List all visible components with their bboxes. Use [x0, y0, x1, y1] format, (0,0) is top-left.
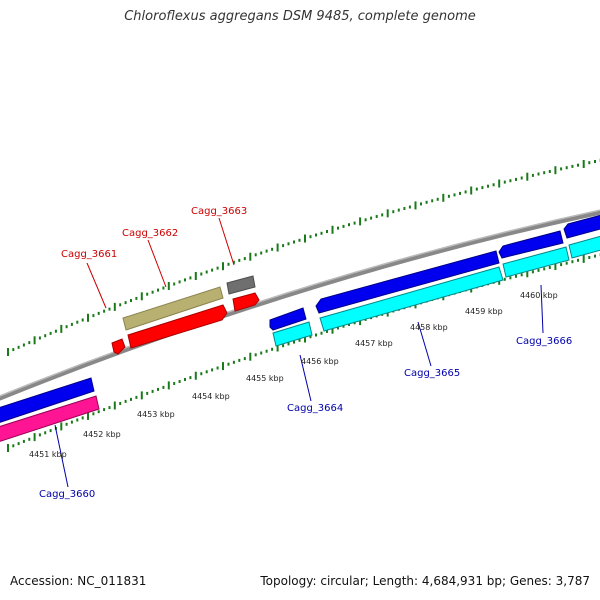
leader-Cagg_3664: [299, 354, 312, 402]
kbp-label-4452: 4452 kbp: [83, 430, 121, 439]
gene-Cagg_3662-feature[interactable]: [122, 286, 224, 331]
gene-next-blue[interactable]: [563, 214, 600, 239]
accession-label: Accession: NC_011831: [10, 574, 147, 588]
map-title: Chloroflexus aggregans DSM 9485, complet…: [124, 9, 476, 24]
gene-Cagg_3665-blue[interactable]: [315, 250, 500, 314]
leader-Cagg_3660: [54, 424, 69, 488]
gene-red-strand-1[interactable]: [111, 338, 126, 355]
gene-Cagg_3663-feature[interactable]: [226, 275, 256, 295]
gene-Cagg_3660-pink[interactable]: [0, 395, 100, 442]
gene-red-strand-2[interactable]: [127, 304, 228, 349]
leader-Cagg_3663: [218, 217, 235, 266]
kbp-label-4451: 4451 kbp: [29, 450, 67, 459]
kbp-label-4457: 4457 kbp: [355, 339, 393, 348]
gene-label-Cagg_3664[interactable]: Cagg_3664: [287, 403, 343, 414]
gene-next-cyan[interactable]: [568, 235, 600, 259]
gene-label-Cagg_3663[interactable]: Cagg_3663: [191, 206, 247, 217]
gene-Cagg_3664-blue[interactable]: [269, 307, 307, 331]
gene-label-Cagg_3660[interactable]: Cagg_3660: [39, 489, 95, 500]
leader-Cagg_3665: [417, 321, 432, 367]
tick-row-bottom: [7, 253, 600, 452]
kbp-label-4454: 4454 kbp: [192, 392, 230, 401]
gene-label-Cagg_3661[interactable]: Cagg_3661: [61, 249, 117, 260]
tick-row-top: [7, 158, 600, 356]
gene-red-strand-3[interactable]: [232, 292, 260, 312]
gene-label-Cagg_3665[interactable]: Cagg_3665: [404, 368, 460, 379]
gene-label-Cagg_3662[interactable]: Cagg_3662: [122, 228, 178, 239]
leader-Cagg_3661: [86, 262, 107, 309]
kbp-label-4460: 4460 kbp: [520, 291, 558, 300]
gene-Cagg_3666-blue[interactable]: [498, 230, 564, 259]
genome-backbone-highlight: [0, 209, 600, 397]
gene-Cagg_3666-cyan[interactable]: [502, 246, 570, 278]
kbp-label-4458: 4458 kbp: [410, 323, 448, 332]
leader-Cagg_3662: [147, 239, 167, 288]
gene-Cagg_3665-cyan[interactable]: [319, 266, 504, 332]
gene-Cagg_3660-blue[interactable]: [0, 377, 95, 423]
kbp-label-4456: 4456 kbp: [301, 357, 339, 366]
kbp-label-4453: 4453 kbp: [137, 410, 175, 419]
gene-label-Cagg_3666[interactable]: Cagg_3666: [516, 336, 572, 347]
genome-backbone: [0, 209, 600, 401]
leader-Cagg_3666: [540, 284, 544, 334]
gene-Cagg_3664-cyan[interactable]: [272, 321, 313, 347]
kbp-label-4459: 4459 kbp: [465, 307, 503, 316]
kbp-label-4455: 4455 kbp: [246, 374, 284, 383]
genome-summary: Topology: circular; Length: 4,684,931 bp…: [260, 574, 590, 588]
